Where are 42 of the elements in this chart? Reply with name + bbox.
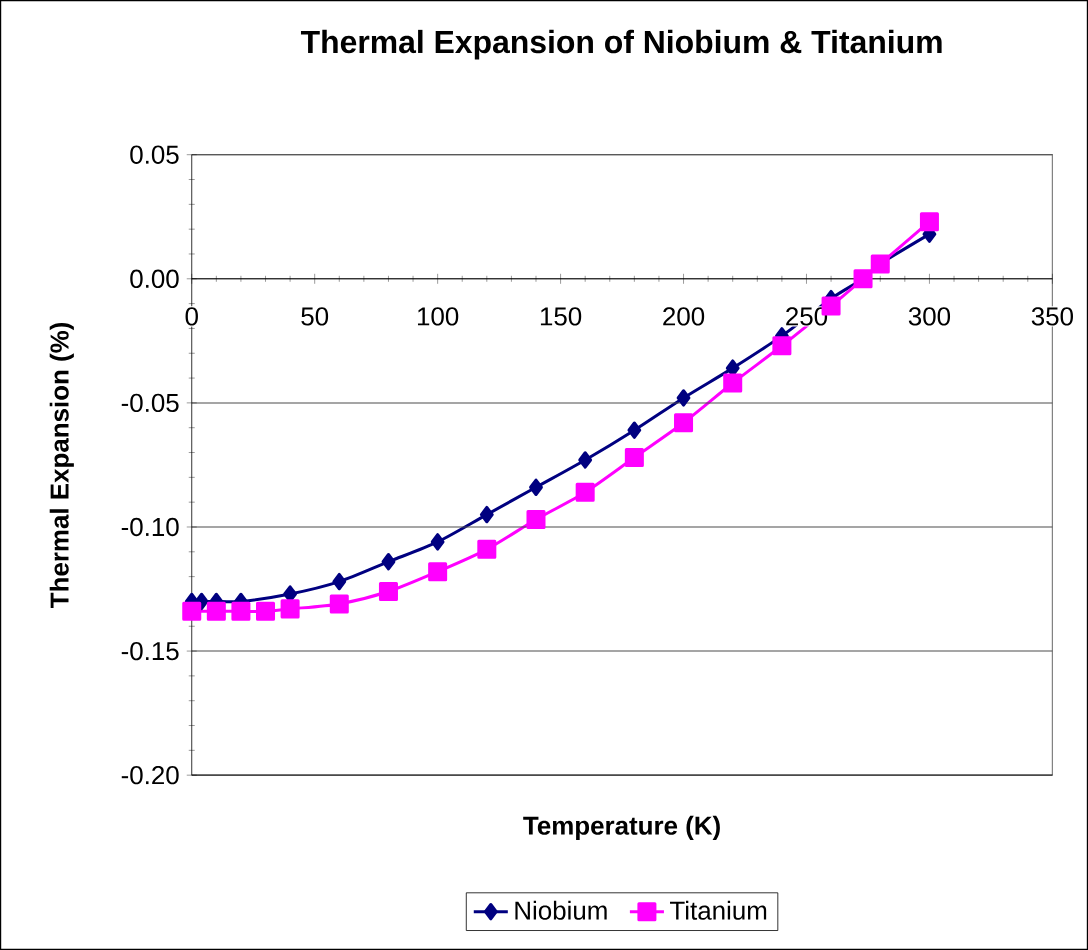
point (206, 601, 226, 621)
point (676, 389, 691, 407)
point (428, 562, 448, 582)
point (526, 510, 546, 530)
y-tick-label: -0.10 (121, 517, 179, 537)
point (578, 451, 593, 469)
y-tick-label: 0.00 (130, 269, 179, 289)
x-tick-label: 100 (417, 307, 459, 326)
x-axis-title: Temperature (K) (523, 815, 720, 841)
x-tick-label: 350 (1031, 307, 1073, 326)
y-tick-label: -0.05 (121, 393, 179, 413)
point (772, 336, 792, 356)
point (381, 553, 396, 571)
point (624, 448, 644, 468)
point (919, 212, 939, 232)
point (332, 572, 347, 591)
point (674, 413, 694, 433)
point (627, 421, 642, 439)
point (280, 599, 300, 619)
point (378, 582, 398, 602)
x-tick-label: 150 (540, 307, 582, 326)
chart-title: Thermal Expansion of Niobium & Titanium (300, 29, 942, 60)
legend-label: Titanium (670, 900, 767, 920)
point (575, 482, 595, 502)
x-tick-label: 200 (663, 307, 705, 326)
point (329, 594, 349, 614)
y-tick-label: 0.05 (130, 145, 179, 164)
y-tick-label: -0.15 (121, 641, 179, 661)
point (231, 601, 251, 621)
legend-label: Niobium (515, 900, 607, 920)
y-axis-title: Thermal Expansion (%) (49, 322, 74, 609)
point (430, 533, 445, 551)
point (182, 601, 202, 621)
x-tick-label: 50 (301, 307, 329, 326)
point (529, 478, 543, 497)
point (479, 505, 494, 524)
point (723, 373, 743, 393)
x-tick-label: 0 (185, 307, 198, 326)
x-tick-label: 300 (908, 307, 951, 326)
y-tick-label: -0.20 (121, 766, 179, 785)
point (477, 539, 497, 559)
point (256, 601, 276, 621)
